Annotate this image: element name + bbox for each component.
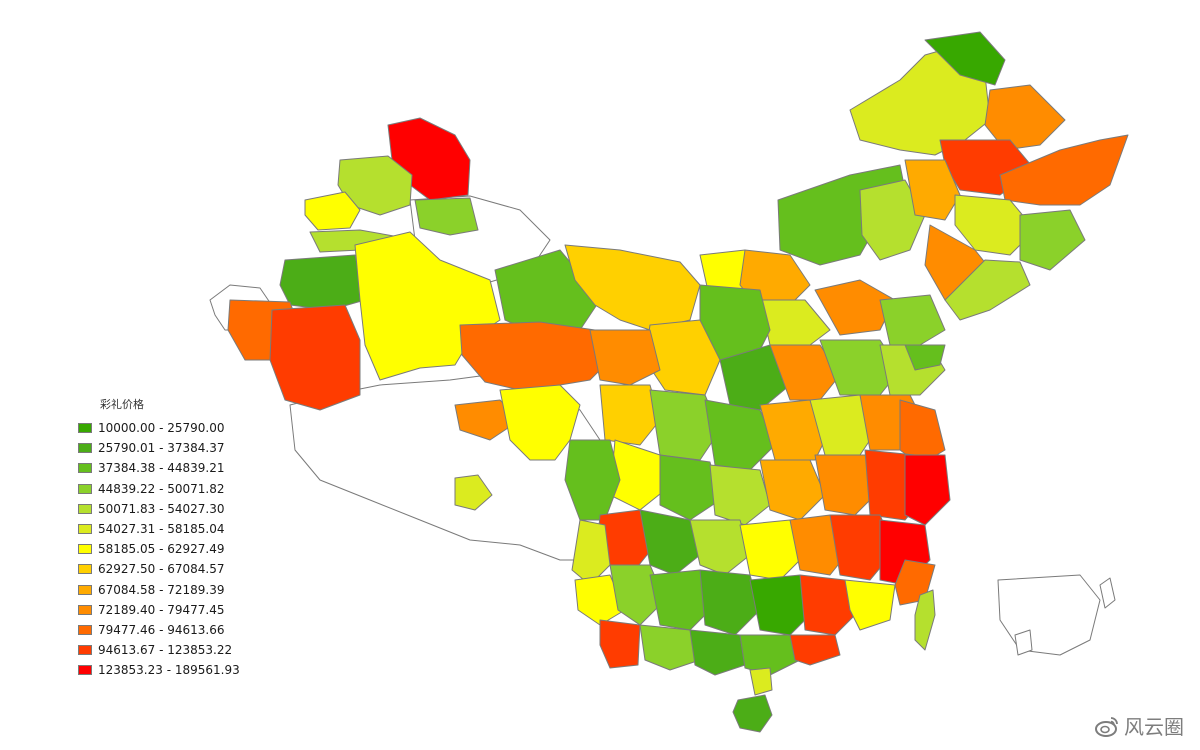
legend-item: 123853.23 - 189561.93 (78, 660, 268, 680)
inset-island-3 (1099, 577, 1116, 609)
region-77 (749, 667, 773, 696)
legend-swatch (78, 524, 92, 535)
region-30 (759, 299, 831, 346)
legend-swatch (78, 483, 92, 494)
inset-island-2 (1014, 629, 1033, 656)
region-61 (639, 509, 701, 576)
region-78 (732, 694, 773, 733)
region-51 (759, 459, 826, 521)
legend-item: 54027.31 - 58185.04 (78, 519, 268, 539)
region-43 (704, 399, 776, 471)
region-11 (459, 321, 611, 391)
legend-item: 67084.58 - 72189.39 (78, 580, 268, 600)
region-4 (414, 197, 479, 236)
legend-label: 72189.40 - 79477.45 (98, 602, 225, 617)
watermark-text: 风云圈 (1124, 715, 1184, 739)
region-75 (739, 634, 801, 676)
legend-label: 54027.31 - 58185.04 (98, 522, 225, 537)
region-13 (499, 384, 581, 461)
region-20 (859, 179, 926, 261)
legend-label: 67084.58 - 72189.39 (98, 582, 225, 597)
region-52 (814, 454, 881, 516)
legend-swatch (78, 503, 92, 514)
weibo-icon (1095, 716, 1118, 737)
legend-item: 10000.00 - 25790.00 (78, 418, 268, 438)
region-50 (709, 464, 771, 526)
legend-swatch (78, 564, 92, 575)
watermark: 风云圈 (1094, 711, 1184, 740)
region-68 (649, 569, 716, 631)
region-8 (269, 304, 361, 411)
legend-label: 58185.05 - 62927.49 (98, 542, 225, 557)
region-6 (279, 254, 366, 311)
legend-swatch (78, 665, 92, 676)
legend-item: 62927.50 - 67084.57 (78, 559, 268, 579)
region-layer (227, 31, 1129, 733)
region-40 (904, 344, 946, 371)
region-60 (599, 619, 641, 669)
legend-item: 37384.38 - 44839.21 (78, 458, 268, 478)
region-35 (589, 329, 661, 386)
region-57 (571, 519, 611, 586)
region-36 (719, 344, 791, 411)
region-62 (689, 519, 751, 576)
region-58 (574, 574, 626, 626)
legend-label: 79477.46 - 94613.66 (98, 622, 225, 637)
legend-swatch (78, 544, 92, 555)
inset-island-1 (997, 574, 1101, 656)
region-69 (699, 569, 761, 636)
region-28 (944, 259, 1031, 321)
region-25 (954, 194, 1036, 256)
region-76 (789, 634, 841, 666)
map-legend: 彩礼价格 10000.00 - 25790.00 25790.01 - 3738… (78, 396, 268, 680)
legend-label: 62927.50 - 67084.57 (98, 562, 225, 577)
region-32 (879, 294, 946, 346)
region-72 (844, 579, 896, 631)
legend-swatch (78, 463, 92, 474)
inset-islands-layer (997, 574, 1116, 656)
legend-item: 94613.67 - 123853.22 (78, 640, 268, 660)
legend-swatch (78, 423, 92, 434)
region-37 (769, 344, 841, 401)
region-49 (659, 454, 721, 521)
region-74 (689, 629, 746, 676)
legend-label: 10000.00 - 25790.00 (98, 421, 225, 436)
legend-label: 44839.22 - 50071.82 (98, 481, 225, 496)
region-21 (984, 84, 1066, 151)
legend-item: 58185.05 - 62927.49 (78, 539, 268, 559)
region-24 (904, 159, 961, 221)
legend-item: 79477.46 - 94613.66 (78, 620, 268, 640)
legend-label: 123853.23 - 189561.93 (98, 663, 240, 678)
legend-swatch (78, 645, 92, 656)
legend-item: 44839.22 - 50071.82 (78, 479, 268, 499)
legend-swatch (78, 443, 92, 454)
region-14 (454, 474, 493, 511)
legend-swatch (78, 584, 92, 595)
legend-label: 25790.01 - 37384.37 (98, 441, 225, 456)
legend-label: 37384.38 - 44839.21 (98, 461, 225, 476)
region-42 (649, 389, 721, 461)
legend-label: 94613.67 - 123853.22 (98, 643, 233, 658)
legend-item: 25790.01 - 37384.37 (78, 438, 268, 458)
region-70 (749, 574, 816, 636)
region-2 (337, 155, 413, 216)
region-19 (924, 31, 1006, 86)
region-63 (739, 519, 806, 581)
region-3 (304, 191, 361, 231)
region-79 (914, 589, 936, 651)
region-71 (799, 574, 861, 636)
region-23 (999, 134, 1129, 206)
legend-swatch (78, 604, 92, 615)
region-26 (1019, 209, 1086, 271)
region-54 (904, 454, 951, 526)
region-41 (599, 384, 661, 446)
legend-item: 50071.83 - 54027.30 (78, 499, 268, 519)
region-73 (639, 624, 701, 671)
legend-swatch (78, 624, 92, 635)
legend-item: 72189.40 - 79477.45 (78, 600, 268, 620)
legend-label: 50071.83 - 54027.30 (98, 501, 225, 516)
legend-title: 彩礼价格 (100, 398, 144, 411)
